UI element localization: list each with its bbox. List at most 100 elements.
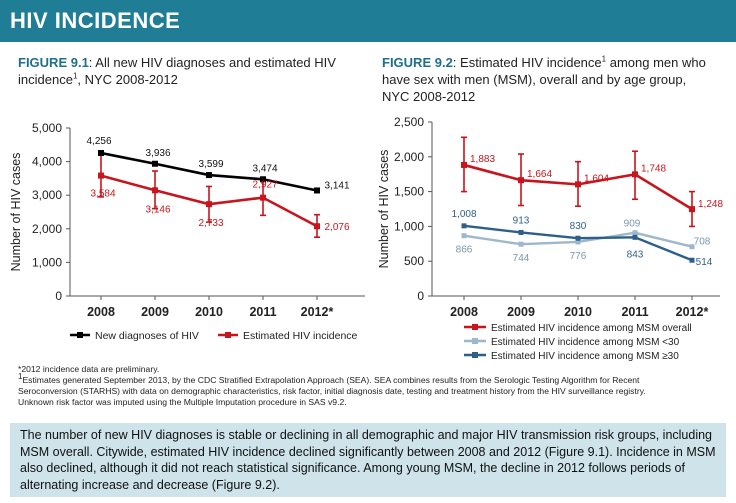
- figure2-caption-sup: 1: [601, 54, 607, 64]
- legend-label: Estimated HIV incidence among MSM <30: [491, 337, 680, 348]
- data-label: 909: [624, 219, 641, 230]
- data-label: 3,474: [252, 163, 277, 174]
- data-point: [518, 229, 524, 235]
- figure1-caption: FIGURE 9.1: All new HIV diagnoses and es…: [18, 54, 358, 88]
- data-label: 1,604: [584, 173, 609, 184]
- figure2-caption-c: have sex with men (MSM), overall and by …: [382, 72, 687, 87]
- data-label: 1,883: [470, 154, 495, 165]
- footnote-estimates: 1Estimates generated September 2013, by …: [18, 372, 718, 386]
- summary-text: The number of new HIV diagnoses is stabl…: [20, 428, 716, 492]
- x-tick-label: 2011: [621, 305, 648, 319]
- footnote-sup: 1: [18, 372, 23, 382]
- data-point: [314, 187, 320, 194]
- data-label: 3,936: [145, 148, 170, 159]
- data-point: [206, 172, 212, 179]
- legend-marker: [472, 352, 478, 358]
- figure2-caption: FIGURE 9.2: Estimated HIV incidence1 amo…: [382, 54, 732, 105]
- figure1-caption-a: : All new HIV diagnoses and estimated HI…: [88, 55, 336, 70]
- footnote-starhs: Seroconversion (STARHS) with data on dem…: [18, 386, 646, 396]
- data-label: 913: [513, 215, 530, 226]
- data-label: 708: [694, 237, 711, 248]
- figure1-caption-sup: 1: [72, 71, 78, 81]
- data-label: 3,146: [145, 204, 170, 215]
- footnote-imputation: Unknown risk factor was imputed using th…: [18, 397, 347, 407]
- data-point: [152, 160, 158, 167]
- data-point: [461, 161, 467, 168]
- legend-label: New diagnoses of HIV: [95, 330, 199, 342]
- y-tick-label: 2,000: [394, 150, 424, 164]
- y-tick-label: 0: [55, 289, 62, 303]
- figure1-caption-b: incidence: [18, 72, 73, 87]
- data-label: 866: [456, 245, 473, 256]
- y-tick-label: 1,000: [394, 219, 424, 233]
- data-point: [461, 223, 467, 229]
- legend-marker: [77, 332, 83, 338]
- data-label: 1,664: [527, 169, 552, 180]
- data-label: 1,748: [641, 163, 666, 174]
- data-point: [689, 257, 695, 263]
- data-point: [575, 235, 581, 241]
- series-line-0: [463, 163, 693, 211]
- x-tick-label: 2010: [564, 305, 592, 319]
- footnote-preliminary: *2012 incidence data are preliminary.: [18, 364, 160, 374]
- data-point: [632, 230, 638, 236]
- data-point: [689, 206, 695, 213]
- footnote-estimates-text: Estimates generated September 2013, by t…: [22, 375, 640, 385]
- data-point: [575, 181, 581, 188]
- data-label: 514: [696, 257, 713, 268]
- series-line-1: [463, 231, 693, 248]
- data-label: 1,248: [698, 199, 723, 210]
- figure1-label: FIGURE 9.1: [18, 55, 89, 70]
- x-tick-label: 2012*: [676, 305, 709, 319]
- series-line-0: [100, 151, 318, 192]
- footnotes: *2012 incidence data are preliminary. 1E…: [18, 364, 718, 408]
- legend-label: Estimated HIV incidence among MSM overal…: [491, 323, 692, 334]
- legend-marker: [225, 332, 231, 338]
- data-label: 2,076: [324, 222, 349, 233]
- page-title: HIV INCIDENCE: [10, 8, 181, 33]
- data-label: 4,256: [86, 136, 111, 147]
- data-point: [314, 223, 320, 230]
- data-point: [260, 176, 266, 183]
- data-point: [575, 239, 581, 245]
- data-point: [518, 241, 524, 247]
- legend-label: Estimated HIV incidence: [243, 330, 358, 342]
- y-tick-label: 1,500: [394, 185, 424, 199]
- legend-label: Estimated HIV incidence among MSM ≥30: [491, 351, 679, 362]
- y-axis-title: Number of HIV cases: [377, 150, 391, 269]
- data-label: 3,584: [90, 189, 115, 200]
- x-tick-label: 2009: [507, 305, 535, 319]
- header-banner: HIV INCIDENCE: [0, 0, 736, 42]
- y-tick-label: 500: [404, 254, 424, 268]
- legend-marker: [472, 338, 478, 344]
- y-tick-label: 1,000: [32, 255, 62, 269]
- figure2-label: FIGURE 9.2: [382, 55, 453, 70]
- figure2-caption-b: among men who: [606, 55, 706, 70]
- data-point: [206, 201, 212, 208]
- data-label: 843: [627, 249, 644, 260]
- data-label: 3,599: [198, 159, 223, 170]
- data-point: [152, 187, 158, 194]
- x-tick-label: 2008: [450, 305, 478, 319]
- data-label: 3,141: [324, 180, 349, 191]
- y-tick-label: 3,000: [32, 188, 62, 202]
- figure2-caption-d: NYC 2008-2012: [382, 89, 476, 104]
- data-point: [518, 177, 524, 184]
- data-point: [689, 244, 695, 250]
- data-label: 2,733: [198, 218, 223, 229]
- y-tick-label: 5,000: [32, 121, 62, 135]
- data-point: [632, 171, 638, 178]
- data-point: [98, 172, 104, 179]
- legend-marker: [472, 324, 478, 330]
- data-label: 2,927: [252, 180, 277, 191]
- x-tick-label: 2009: [141, 305, 169, 319]
- y-tick-label: 2,500: [394, 115, 424, 129]
- x-tick-label: 2012*: [301, 305, 334, 319]
- x-tick-label: 2008: [87, 305, 115, 319]
- data-point: [98, 149, 104, 156]
- y-tick-label: 2,000: [32, 222, 62, 236]
- series-line-2: [463, 224, 693, 262]
- figure2-caption-a: : Estimated HIV incidence: [452, 55, 602, 70]
- summary-box: The number of new HIV diagnoses is stabl…: [10, 423, 726, 497]
- data-point: [461, 233, 467, 239]
